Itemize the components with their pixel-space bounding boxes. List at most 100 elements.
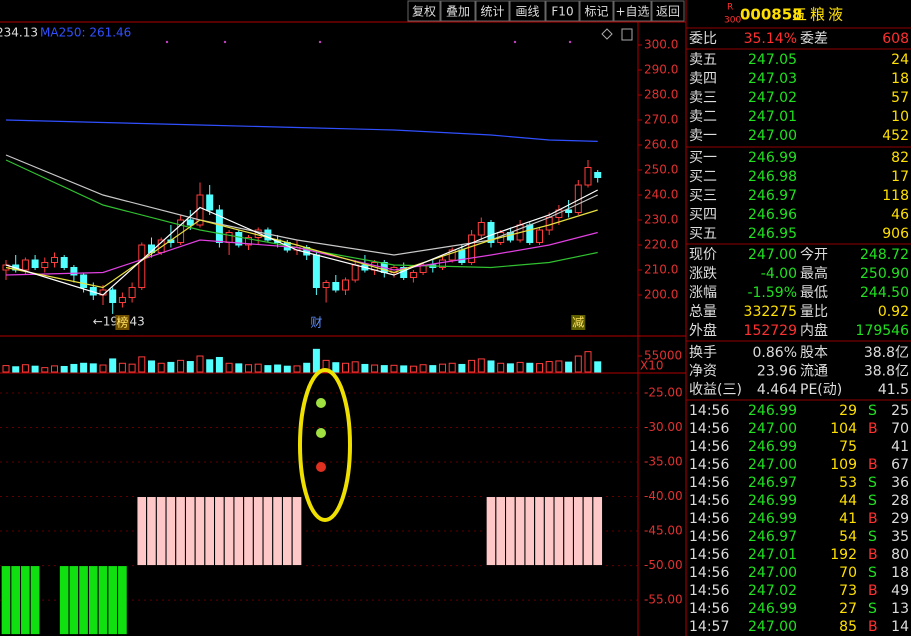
indicator-tick-label: -55.00: [644, 593, 683, 607]
signal-bar: [184, 496, 196, 567]
book-price: 247.03: [748, 71, 797, 87]
trade-side: B: [868, 421, 878, 437]
candle-body: [332, 282, 340, 291]
signal-bar: [243, 496, 254, 567]
trade-volume: 192: [830, 547, 857, 563]
signal-bar: [29, 565, 41, 636]
volume-bar: [332, 362, 340, 373]
candle-body: [448, 249, 456, 261]
book-price: 246.98: [748, 169, 797, 185]
candle-body: [409, 272, 417, 278]
apple-icon: [316, 398, 326, 408]
trade-side: B: [868, 511, 878, 527]
badge-top: R: [727, 3, 733, 13]
toolbar-button[interactable]: 画线: [509, 0, 546, 22]
toolbar-button[interactable]: 标记: [579, 0, 614, 22]
volume-tick-label: 55000: [644, 349, 682, 363]
volume-bar: [545, 361, 553, 373]
trade-time: 14:56: [689, 583, 729, 599]
candle-body: [536, 229, 543, 243]
toolbar-button[interactable]: 复权: [407, 0, 441, 22]
volume-bar: [390, 364, 398, 373]
trade-time: 14:56: [689, 565, 729, 581]
button-label[interactable]: 标记: [584, 5, 608, 19]
volume-bar: [565, 361, 573, 373]
toolbar-button[interactable]: 叠加: [440, 0, 476, 22]
trade-side: S: [868, 601, 877, 617]
volume-bar: [448, 362, 456, 373]
toolbar-button[interactable]: 返回: [651, 0, 685, 22]
quote-label: 今开: [800, 247, 828, 263]
trade-count: 49: [891, 583, 909, 599]
book-label: 卖一: [689, 128, 717, 144]
trade-time: 14:56: [689, 511, 729, 527]
candle-body: [594, 172, 602, 178]
trade-price: 246.99: [748, 439, 797, 455]
volume-bar: [458, 363, 466, 373]
trade-count: 35: [891, 529, 909, 545]
quote-label: 总量: [689, 304, 717, 320]
candle-body: [41, 262, 49, 268]
signal-bar: [592, 496, 604, 567]
book-label: 买四: [689, 207, 717, 223]
volume-bar: [526, 362, 534, 373]
volume-bar: [254, 363, 262, 373]
quote-value: -1.59%: [747, 285, 797, 301]
volume-bar: [506, 363, 514, 373]
volume-bar: [41, 367, 49, 373]
button-label[interactable]: +自选: [615, 5, 649, 19]
toolbar-button[interactable]: 统计: [475, 0, 510, 22]
highlight-ellipse: [298, 368, 352, 522]
trade-price: 246.99: [748, 601, 797, 617]
volume-bar: [31, 365, 39, 373]
volume-bar: [80, 362, 88, 373]
y-tick-label: 290.0: [644, 63, 678, 77]
volume-bar: [148, 360, 155, 373]
button-label[interactable]: 复权: [412, 5, 436, 19]
button-label[interactable]: 统计: [480, 5, 504, 19]
button-label[interactable]: 叠加: [446, 5, 470, 19]
indicator-tick-label: -30.00: [644, 420, 683, 434]
button-frame: [545, 0, 580, 22]
volume-bar: [186, 361, 194, 373]
trade-count: 18: [891, 565, 909, 581]
ma-line: [5, 119, 598, 142]
apple-icon: [316, 462, 326, 472]
ma-line: [5, 154, 598, 256]
indicator-tick-label: -35.00: [644, 455, 683, 469]
button-label[interactable]: 画线: [515, 5, 539, 19]
toolbar-button[interactable]: +自选: [613, 0, 652, 22]
signal-bar: [58, 565, 70, 636]
quote-value: 250.90: [860, 266, 909, 282]
signal-bar: [572, 496, 584, 567]
button-label[interactable]: F10: [551, 5, 573, 19]
button-label[interactable]: 返回: [656, 5, 680, 19]
trade-side: S: [868, 565, 877, 581]
book-volume: 118: [882, 188, 909, 204]
book-label: 卖五: [689, 52, 717, 68]
volume-bar: [351, 361, 359, 373]
book-volume: 10: [891, 109, 909, 125]
trade-count: 41: [891, 439, 909, 455]
button-frame: [475, 0, 510, 22]
trade-volume: 75: [839, 439, 857, 455]
toolbar-button[interactable]: F10: [545, 0, 580, 22]
trade-price: 246.99: [748, 511, 797, 527]
candle-body: [477, 222, 485, 236]
quote-value: 248.72: [860, 247, 909, 263]
trade-count: 80: [891, 547, 909, 563]
stat-value: 4.464: [757, 382, 797, 398]
volume-bar: [118, 362, 126, 373]
quote-value: 247.00: [748, 247, 797, 263]
book-volume: 452: [882, 128, 909, 144]
signal-bar: [252, 496, 264, 567]
volume-bar: [293, 365, 301, 373]
panel-icon[interactable]: [621, 28, 633, 41]
volume-bar: [380, 365, 388, 373]
volume-bar: [157, 362, 165, 373]
book-price: 247.02: [748, 90, 797, 106]
stat-value: 41.5: [878, 382, 909, 398]
candle-body: [322, 282, 330, 288]
button-frame: [579, 0, 614, 22]
volume-bar: [167, 361, 175, 373]
